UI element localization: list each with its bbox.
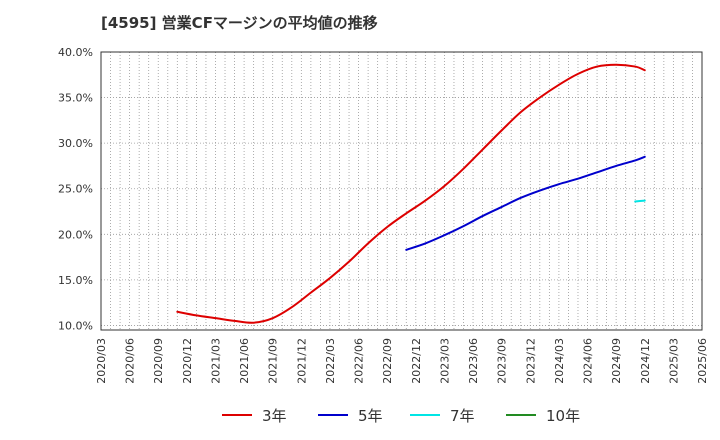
x-tick-label: 2023/03: [438, 338, 451, 384]
legend-item-5y: 5年: [318, 402, 383, 428]
chart-title: [4595] 営業CFマージンの平均値の推移: [101, 14, 378, 32]
x-tick-label: 2024/12: [639, 338, 652, 384]
plot-area: [101, 52, 702, 330]
legend-swatch-5y: [318, 414, 348, 416]
legend-item-3y: 3年: [222, 402, 287, 428]
y-tick-label: 10.0%: [58, 319, 93, 332]
legend-swatch-7y: [410, 414, 440, 416]
plot-border: [100, 51, 703, 331]
x-tick-label: 2020/06: [124, 338, 137, 384]
y-tick-label: 35.0%: [58, 92, 93, 105]
x-tick-label: 2020/09: [152, 338, 165, 384]
x-tick-label: 2022/06: [353, 338, 366, 384]
x-tick-label: 2021/12: [295, 338, 308, 384]
legend-swatch-10y: [506, 414, 536, 416]
x-tick-label: 2024/06: [582, 338, 595, 384]
series-line-5年: [405, 155, 646, 251]
series-line-7年: [634, 199, 646, 203]
series-lines: [176, 63, 646, 324]
legend-label-10y: 10年: [546, 406, 581, 425]
y-tick-label: 15.0%: [58, 274, 93, 287]
y-axis-tick-labels: 10.0% 15.0% 20.0% 25.0% 30.0% 35.0% 40.0%: [58, 46, 93, 332]
y-tick-label: 20.0%: [58, 228, 93, 241]
series-line-3年: [176, 63, 646, 324]
x-tick-label: 2024/09: [610, 338, 623, 384]
x-tick-label: 2021/03: [209, 338, 222, 384]
legend-swatch-3y: [222, 414, 252, 416]
x-tick-label: 2025/06: [696, 338, 709, 384]
y-tick-label: 40.0%: [58, 46, 93, 59]
x-tick-label: 2022/09: [381, 338, 394, 384]
x-tick-label: 2025/03: [667, 338, 680, 384]
x-tick-label: 2021/06: [238, 338, 251, 384]
vertical-gridlines: [110, 52, 693, 330]
x-tick-label: 2022/03: [324, 338, 337, 384]
x-tick-label: 2021/09: [267, 338, 280, 384]
x-tick-label: 2020/03: [95, 338, 108, 384]
y-tick-label: 30.0%: [58, 137, 93, 150]
legend-label-7y: 7年: [450, 406, 475, 425]
x-tick-label: 2024/03: [553, 338, 566, 384]
x-tick-label: 2023/06: [467, 338, 480, 384]
legend-label-3y: 3年: [262, 406, 287, 425]
x-tick-label: 2023/12: [524, 338, 537, 384]
plot-background: [101, 52, 702, 330]
x-tick-label: 2023/09: [496, 338, 509, 384]
x-tick-label: 2020/12: [181, 338, 194, 384]
x-tick-label: 2022/12: [410, 338, 423, 384]
legend: 3年 5年 7年 10年: [0, 402, 720, 428]
legend-item-7y: 7年: [410, 402, 475, 428]
x-axis-tick-labels: 2020/03 2020/06 2020/09 2020/12 2021/03 2021/…: [95, 338, 709, 384]
legend-item-10y: 10年: [506, 402, 580, 428]
y-tick-label: 25.0%: [58, 183, 93, 196]
legend-label-5y: 5年: [358, 406, 383, 425]
